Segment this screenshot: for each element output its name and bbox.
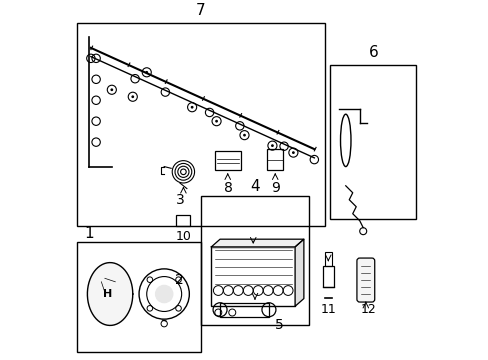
- Text: 9: 9: [270, 181, 279, 194]
- Bar: [266, 149, 283, 170]
- Circle shape: [110, 88, 113, 91]
- Polygon shape: [211, 239, 303, 247]
- Bar: [77, 242, 201, 352]
- Text: 2: 2: [174, 273, 183, 287]
- Bar: [201, 196, 308, 325]
- Bar: [323, 266, 333, 287]
- Circle shape: [145, 71, 148, 74]
- Bar: [211, 247, 295, 306]
- Bar: [329, 65, 415, 219]
- Text: 4: 4: [250, 179, 259, 194]
- Bar: [176, 215, 190, 226]
- Text: 12: 12: [360, 303, 376, 316]
- Circle shape: [270, 144, 273, 147]
- Circle shape: [131, 95, 134, 98]
- Text: H: H: [103, 289, 112, 299]
- Circle shape: [291, 151, 294, 154]
- Bar: [324, 252, 331, 266]
- Text: 7: 7: [196, 3, 205, 18]
- Circle shape: [155, 285, 173, 303]
- Text: 10: 10: [175, 230, 191, 243]
- Text: 8: 8: [224, 181, 233, 194]
- Text: 1: 1: [84, 226, 93, 240]
- Bar: [220, 303, 268, 317]
- Circle shape: [215, 120, 218, 123]
- Text: 6: 6: [368, 45, 378, 60]
- Circle shape: [243, 134, 245, 136]
- Text: 11: 11: [320, 303, 335, 316]
- Polygon shape: [295, 239, 303, 306]
- Text: 3: 3: [175, 193, 184, 207]
- Text: 5: 5: [274, 319, 283, 332]
- Bar: [214, 151, 241, 170]
- FancyBboxPatch shape: [356, 258, 374, 302]
- Bar: [77, 23, 324, 226]
- Polygon shape: [87, 262, 133, 325]
- Circle shape: [190, 106, 193, 109]
